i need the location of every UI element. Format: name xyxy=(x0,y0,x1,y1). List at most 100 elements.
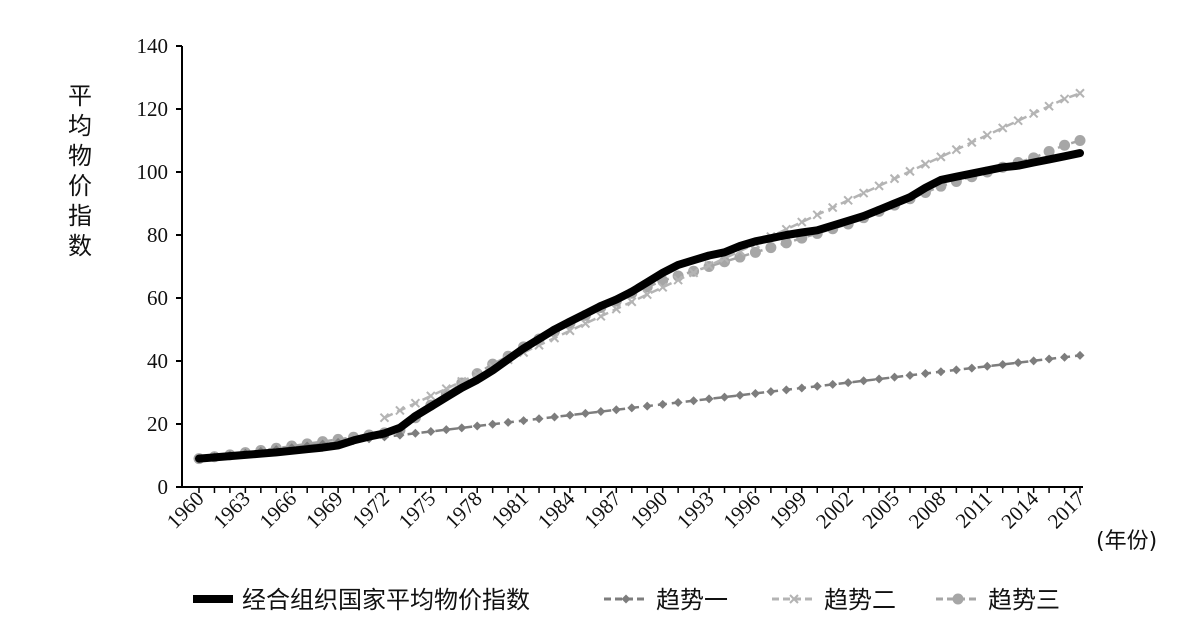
legend: 经合组织国家平均物价指数 趋势一 趋势二 趋势三 xyxy=(193,586,1060,614)
x-marker-stroke xyxy=(843,195,853,206)
x-tick-label: 1996 xyxy=(718,487,765,534)
data-point-diamond xyxy=(426,426,436,436)
data-point-diamond xyxy=(565,410,575,420)
x-tick-label: 2017 xyxy=(1043,487,1090,534)
data-point-diamond xyxy=(812,381,822,391)
x-tick-label: 2014 xyxy=(996,486,1043,533)
data-point-diamond xyxy=(658,399,668,409)
x-marker-stroke xyxy=(889,173,900,184)
data-point-diamond xyxy=(766,387,776,397)
y-axis-label: 平均物价指数 xyxy=(68,82,92,260)
data-point-diamond xyxy=(704,394,714,404)
x-marker-stroke xyxy=(1075,88,1085,98)
legend-label: 趋势三 xyxy=(988,586,1060,614)
data-point-x xyxy=(858,188,869,198)
data-point-x xyxy=(889,173,900,184)
data-point-x xyxy=(789,594,799,604)
data-point-diamond xyxy=(859,376,869,386)
data-point-x xyxy=(565,326,575,336)
data-point-diamond xyxy=(1029,356,1039,366)
data-point-diamond xyxy=(1013,358,1023,368)
data-point-x xyxy=(611,304,622,314)
data-point-x xyxy=(627,297,637,307)
x-tick-label: 2011 xyxy=(951,487,997,533)
data-point-x xyxy=(905,166,915,177)
y-ticks: 0 20 40 60 80 100 120 140 xyxy=(137,34,182,499)
data-point-circle xyxy=(952,593,964,605)
data-point-diamond xyxy=(843,378,853,388)
plot-series xyxy=(193,88,1086,465)
data-point-x xyxy=(843,195,853,206)
x-marker-stroke xyxy=(789,594,799,604)
data-point-diamond xyxy=(689,396,699,406)
data-point-diamond xyxy=(534,414,544,424)
legend-item-3: 趋势二 xyxy=(772,586,896,614)
x-marker-stroke xyxy=(642,289,652,300)
data-point-circle xyxy=(734,251,746,263)
data-point-diamond xyxy=(1044,354,1054,364)
data-point-x xyxy=(1059,94,1070,104)
data-point-diamond xyxy=(580,408,590,418)
x-marker-stroke xyxy=(812,210,822,220)
legend-item-1: 经合组织国家平均物价指数 xyxy=(193,586,530,614)
data-point-diamond xyxy=(519,416,529,426)
x-tick-label: 2002 xyxy=(811,487,858,534)
data-point-x xyxy=(704,260,714,271)
x-tick-label: 1987 xyxy=(579,487,626,534)
x-tick-label: 1966 xyxy=(255,487,302,534)
y-axis-label-char: 价 xyxy=(68,172,92,200)
x-marker-stroke xyxy=(998,123,1008,133)
data-point-diamond xyxy=(874,374,884,384)
x-marker-stroke xyxy=(596,311,606,321)
x-marker-stroke xyxy=(657,282,668,292)
y-axis-label-char: 物 xyxy=(68,142,92,170)
x-marker-stroke xyxy=(441,384,452,394)
data-point-x xyxy=(1075,88,1085,98)
x-marker-stroke xyxy=(627,297,637,307)
data-point-diamond xyxy=(828,379,838,389)
x-marker-stroke xyxy=(534,340,544,350)
data-point-x xyxy=(657,282,668,292)
x-marker-stroke xyxy=(379,412,390,423)
x-marker-stroke xyxy=(1044,101,1054,111)
data-point-x xyxy=(410,398,421,408)
y-axis-label-char: 数 xyxy=(68,232,92,260)
data-point-diamond xyxy=(410,428,420,438)
x-tick-label: 1969 xyxy=(301,487,348,534)
data-point-x xyxy=(874,181,884,191)
data-point-x xyxy=(967,137,977,148)
data-point-diamond xyxy=(441,425,451,435)
x-tick-label: 1972 xyxy=(347,487,394,534)
y-tick-label: 60 xyxy=(147,286,168,310)
data-point-circle xyxy=(1043,146,1055,158)
data-point-diamond xyxy=(488,419,498,429)
data-point-diamond xyxy=(936,367,946,377)
data-point-diamond xyxy=(1075,350,1085,360)
x-tick-label: 1960 xyxy=(162,487,209,534)
x-tick-label: 2005 xyxy=(857,487,904,534)
data-point-diamond xyxy=(781,385,791,395)
data-point-diamond xyxy=(920,369,930,379)
data-point-diamond xyxy=(549,412,559,422)
data-point-diamond xyxy=(673,398,683,408)
data-point-x xyxy=(688,268,699,278)
x-marker-stroke xyxy=(704,260,714,271)
x-marker-stroke xyxy=(1013,115,1023,126)
x-tick-label: 1963 xyxy=(208,487,255,534)
legend-item-2: 趋势一 xyxy=(604,586,728,614)
data-point-diamond xyxy=(797,383,807,393)
x-marker-stroke xyxy=(410,398,421,408)
data-point-circle xyxy=(780,237,792,249)
axes xyxy=(181,46,1083,488)
data-point-diamond xyxy=(642,401,652,411)
data-point-diamond xyxy=(627,403,637,413)
series-line xyxy=(195,149,1084,463)
series-1 xyxy=(195,149,1084,463)
x-marker-stroke xyxy=(858,188,869,198)
x-marker-stroke xyxy=(611,304,622,314)
data-point-diamond xyxy=(951,365,961,375)
legend-label: 趋势二 xyxy=(824,586,896,614)
y-tick-label: 80 xyxy=(147,223,168,247)
data-point-x xyxy=(797,217,807,227)
